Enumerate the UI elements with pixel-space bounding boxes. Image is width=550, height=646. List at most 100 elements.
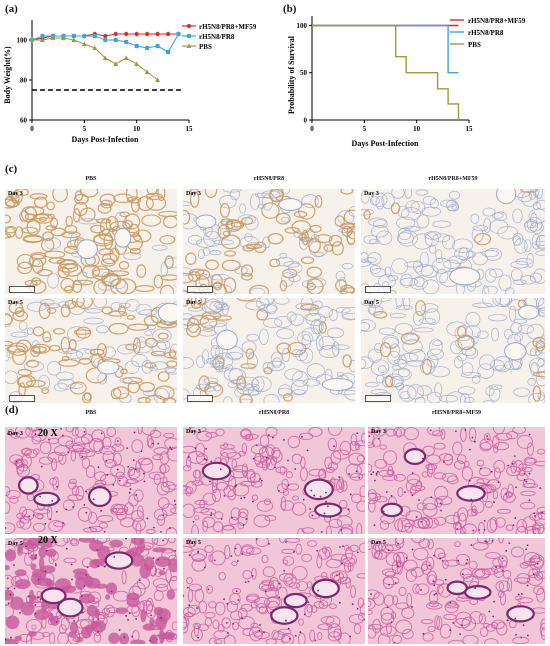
data-point <box>145 46 150 50</box>
c-day-label: Day 5 <box>186 300 201 306</box>
data-point <box>29 37 35 42</box>
ihc-texture <box>5 189 177 294</box>
data-point <box>176 32 181 36</box>
data-point <box>113 32 118 36</box>
data-point <box>92 34 97 38</box>
series-line <box>32 37 158 81</box>
chart-b-marks <box>312 24 460 120</box>
he-texture <box>183 427 365 534</box>
chart-a-marks <box>29 31 182 91</box>
data-point <box>124 40 129 44</box>
data-point <box>50 35 56 40</box>
c-col-header-pbs: PBS <box>85 176 97 182</box>
panel-label-b: (b) <box>283 3 297 15</box>
chart-b-xlabel: Days Post-Infection <box>352 139 419 148</box>
d-micrograph-day3-pbs <box>5 427 177 534</box>
x-tick-label: 10 <box>413 125 421 133</box>
d-micrograph-day5-pbs <box>5 538 177 644</box>
c-micrograph-day3-pbs <box>5 189 177 294</box>
data-point <box>71 37 77 42</box>
chart-b-axes: 0 5 10 15 0 50 100 <box>297 16 474 133</box>
data-point <box>103 34 108 38</box>
y-tick-label: 100 <box>297 22 308 30</box>
data-point <box>144 69 150 74</box>
chart-b-legend: rH5N8/PR8+MF59 rH5N8/PR8 PBS <box>450 17 526 49</box>
d-day-label: Day 5 <box>186 540 201 546</box>
chart-body-weight: 0 5 10 15 60 80 100 Days Post-Infection Body W… <box>3 20 257 144</box>
legend-a-mf59: rH5N8/PR8+MF59 <box>199 23 257 31</box>
data-point <box>166 50 171 54</box>
c-micrograph-day5-pr8 <box>183 298 355 403</box>
data-point <box>60 35 66 40</box>
x-tick-label: 10 <box>133 125 141 133</box>
data-point <box>145 32 150 36</box>
chart-a-axes: 0 5 10 15 60 80 100 <box>17 20 194 133</box>
legend-b-mf59: rH5N8/PR8+MF59 <box>468 17 526 25</box>
d-day-label: Day 5 <box>371 540 386 546</box>
c-day-label: Day 3 <box>364 191 379 197</box>
ihc-texture <box>183 298 355 403</box>
data-point <box>113 38 118 42</box>
data-point <box>40 34 45 38</box>
d-col-header-pbs: PBS <box>85 410 97 416</box>
c-day-label: Day 5 <box>8 300 23 306</box>
he-texture <box>183 538 365 644</box>
legend-b-pbs: PBS <box>468 41 481 49</box>
magnification-label: 20 X <box>38 535 58 546</box>
x-tick-label: 15 <box>466 125 474 133</box>
x-tick-label: 0 <box>310 125 314 133</box>
d-col-header-pr8: rH5N8/PR8 <box>258 410 290 416</box>
he-texture <box>5 538 177 644</box>
ihc-texture <box>5 298 177 403</box>
y-tick-label: 50 <box>300 69 308 77</box>
scale-bar <box>187 395 213 402</box>
x-tick-label: 15 <box>186 125 194 133</box>
he-texture <box>5 427 177 534</box>
data-point <box>92 45 98 50</box>
c-col-header-mf59: rH5N8/PR8+MF59 <box>428 176 478 182</box>
y-tick-label: 100 <box>17 37 28 45</box>
data-point <box>102 55 108 60</box>
he-texture <box>368 427 545 534</box>
chart-survival: 0 5 10 15 0 50 100 Days Post-Infection Probabi… <box>287 16 526 148</box>
data-point <box>113 61 119 66</box>
c-col-header-pr8: rH5N8/PR8 <box>253 176 285 182</box>
d-micrograph-day3-pr8 <box>183 427 365 534</box>
y-tick-label: 80 <box>20 77 28 85</box>
d-day-label: Day 3 <box>8 431 23 437</box>
ihc-texture <box>361 298 545 403</box>
chart-a-legend: rH5N8/PR8+MF59 rH5N8/PR8 PBS <box>182 23 257 51</box>
d-micrograph-day5-pr8 <box>183 538 365 644</box>
scale-bar <box>365 395 391 402</box>
panel-label-d: (d) <box>5 404 19 416</box>
scale-bar <box>9 395 35 402</box>
data-point <box>155 44 160 48</box>
d-day-label: Day 3 <box>186 429 201 435</box>
data-point <box>134 44 139 48</box>
series-line <box>312 24 460 120</box>
y-tick-label: 60 <box>20 117 28 125</box>
data-point <box>134 61 140 66</box>
data-point <box>155 32 160 36</box>
legend-a-pr8: rH5N8/PR8 <box>199 33 235 41</box>
c-day-label: Day 5 <box>364 300 379 306</box>
data-point <box>81 41 87 46</box>
panel-label-a: (a) <box>5 3 18 15</box>
c-micrograph-day5-mf59 <box>361 298 545 403</box>
data-point <box>71 34 76 38</box>
c-day-label: Day 3 <box>8 191 23 197</box>
x-tick-label: 5 <box>363 125 367 133</box>
d-micrograph-day5-mf59 <box>368 538 545 644</box>
data-point <box>123 55 129 60</box>
chart-a-xlabel: Days Post-Infection <box>72 135 139 144</box>
chart-a-ylabel: Body Weight(%) <box>3 46 12 104</box>
data-point <box>82 34 87 38</box>
c-micrograph-day3-pr8 <box>183 189 355 294</box>
x-tick-label: 5 <box>83 125 87 133</box>
data-point <box>39 37 45 42</box>
scale-bar <box>365 286 391 293</box>
panel-label-c: (c) <box>5 163 18 175</box>
chart-b-ylabel: Probability of Survival <box>287 35 296 114</box>
y-tick-label: 0 <box>304 117 308 125</box>
legend-a-pbs: PBS <box>199 43 212 51</box>
